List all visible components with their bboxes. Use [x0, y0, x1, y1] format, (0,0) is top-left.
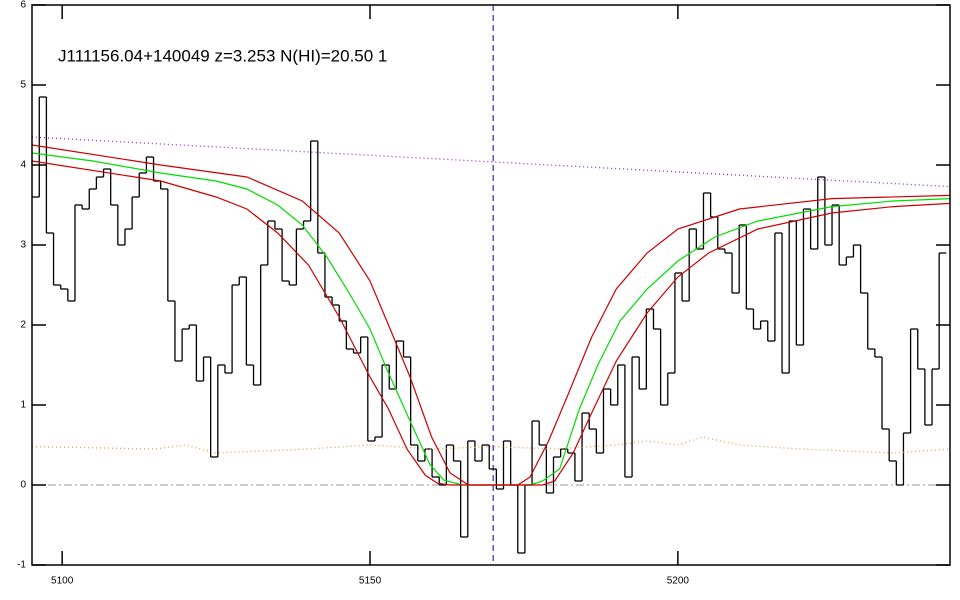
model-line: [31, 152, 951, 486]
y-tick-label: 3: [20, 240, 26, 251]
plot-frame: [31, 4, 951, 566]
chart-title: J111156.04+140049 z=3.253 N(HI)=20.50 1: [58, 46, 387, 65]
y-tick-label: 2: [20, 320, 26, 331]
y-tick-label: 5: [20, 80, 26, 91]
y-tick-label: -1: [17, 560, 26, 571]
model-line: [31, 436, 951, 454]
y-tick-label: 0: [20, 480, 26, 491]
y-tick-label: 6: [20, 0, 26, 11]
x-tick-label: 5200: [667, 576, 690, 587]
model-line: [31, 160, 951, 486]
y-tick-label: 4: [20, 160, 26, 171]
x-tick-label: 5150: [359, 576, 382, 587]
y-tick-label: 1: [20, 400, 26, 411]
x-tick-label: 5100: [51, 576, 74, 587]
